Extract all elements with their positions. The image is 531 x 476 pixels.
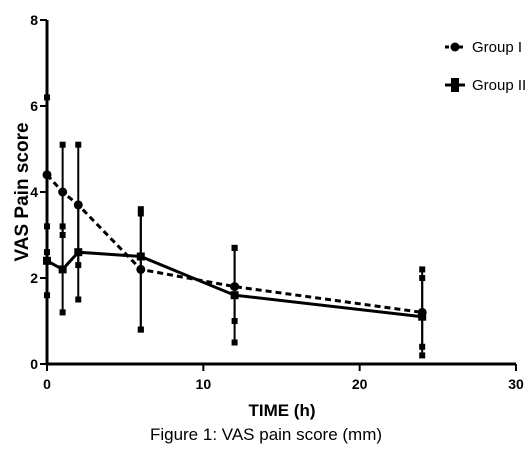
data-point xyxy=(58,187,68,197)
data-point xyxy=(58,265,67,274)
y-tick-label: 8 xyxy=(30,12,38,28)
x-tick-label: 20 xyxy=(352,376,368,392)
x-tick-label: 10 xyxy=(196,376,212,392)
data-point xyxy=(136,252,145,261)
error-cap xyxy=(419,352,426,359)
data-point xyxy=(42,170,52,180)
legend-label: Group I xyxy=(472,39,522,56)
error-cap xyxy=(59,141,66,148)
data-point xyxy=(230,291,239,300)
error-cap xyxy=(59,223,66,230)
error-cap xyxy=(137,210,144,217)
error-cap xyxy=(419,266,426,273)
series-line xyxy=(45,173,423,314)
legend-item: Group I xyxy=(445,39,522,56)
error-cap xyxy=(419,275,426,281)
data-point xyxy=(43,256,51,265)
axes xyxy=(45,20,516,366)
error-cap xyxy=(44,223,50,230)
x-tick-label: 30 xyxy=(508,376,524,392)
series-layer xyxy=(42,94,427,359)
y-tick-label: 2 xyxy=(30,270,38,286)
legend-marker xyxy=(451,78,459,92)
y-tick-label: 4 xyxy=(30,184,38,200)
error-cap xyxy=(75,201,82,208)
error-cap xyxy=(231,339,238,346)
series-2 xyxy=(43,201,427,359)
y-tick-label: 6 xyxy=(30,98,38,114)
x-tick-label: 0 xyxy=(43,376,51,392)
error-cap xyxy=(44,292,50,299)
legend-label: Group II xyxy=(472,77,526,94)
error-cap xyxy=(231,244,238,251)
legend: Group I Group II xyxy=(445,39,526,94)
legend-marker xyxy=(450,42,460,52)
data-point xyxy=(74,248,83,257)
figure-caption: Figure 1: VAS pain score (mm) xyxy=(150,425,382,444)
y-axis-title: VAS Pain score xyxy=(12,122,33,261)
x-axis-title: TIME (h) xyxy=(248,401,315,420)
data-point xyxy=(418,312,427,321)
error-cap xyxy=(75,141,82,148)
error-cap xyxy=(137,326,144,333)
error-cap xyxy=(44,94,50,101)
y-tick-label: 0 xyxy=(30,356,38,372)
error-cap xyxy=(59,309,66,316)
legend-item: Group II xyxy=(445,77,526,94)
error-cap xyxy=(137,206,144,213)
error-cap xyxy=(75,296,82,303)
tick-group: 0 10 20 30 0 2 4 6 8 xyxy=(30,12,524,392)
